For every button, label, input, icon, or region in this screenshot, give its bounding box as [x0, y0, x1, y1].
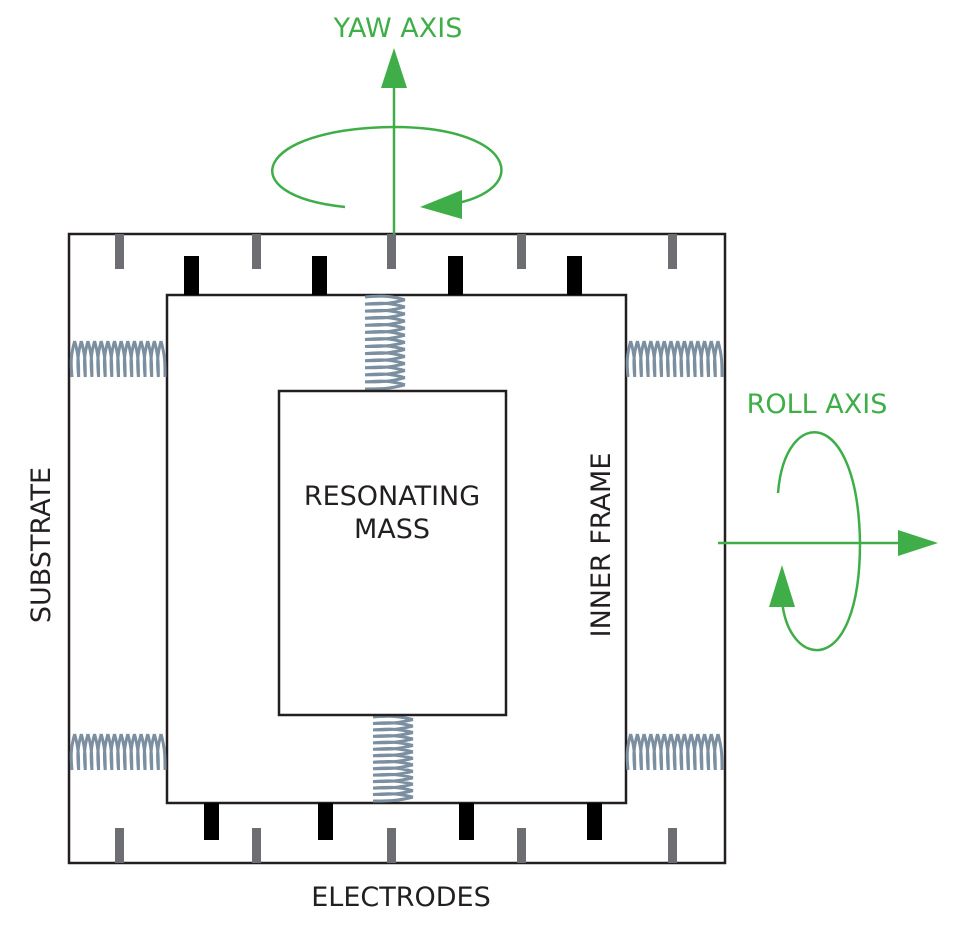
- substrate-springs: [69, 340, 724, 771]
- inner-frame-electrodes-top: [184, 256, 582, 295]
- yaw-rotation-arrowhead: [420, 190, 462, 219]
- roll-rotation-arrowhead: [769, 565, 795, 607]
- inner-frame-electrode: [567, 256, 582, 295]
- substrate-electrode: [387, 234, 396, 269]
- yaw-axis: [271, 48, 503, 234]
- roll-axis: [718, 430, 938, 652]
- coil-spring: [625, 340, 724, 378]
- coil-spring: [69, 340, 167, 378]
- inner-frame-electrode: [312, 256, 327, 295]
- yaw-axis-label: YAW AXIS: [333, 13, 463, 44]
- inner-frame-electrode: [184, 256, 199, 295]
- mass-springs: [364, 294, 414, 803]
- inner-frame-electrode: [587, 803, 602, 840]
- coil-spring: [69, 733, 167, 771]
- substrate-electrode: [252, 828, 261, 863]
- inner-frame-label: INNER FRAME: [586, 453, 617, 638]
- roll-axis-label: ROLL AXIS: [747, 389, 888, 420]
- substrate-electrode: [115, 234, 124, 269]
- yaw-axis-arrowhead: [381, 48, 407, 88]
- substrate-electrodes-bottom: [115, 828, 677, 863]
- coil-spring: [364, 294, 406, 391]
- inner-frame-electrode: [204, 803, 219, 840]
- coil-spring: [625, 733, 724, 771]
- substrate-electrode: [517, 828, 526, 863]
- electrodes-label: ELECTRODES: [311, 882, 491, 913]
- substrate-electrode: [668, 234, 677, 269]
- resonating-mass-label-line2: MASS: [354, 514, 430, 545]
- resonating-mass: [277, 389, 508, 717]
- substrate-label: SUBSTRATE: [26, 467, 57, 623]
- substrate-electrode: [252, 234, 261, 269]
- substrate-electrode: [387, 828, 396, 863]
- resonating-mass-label-line1: RESONATING: [304, 481, 480, 512]
- inner-frame-electrode: [459, 803, 474, 840]
- roll-axis-arrowhead: [898, 530, 938, 556]
- yaw-rotation-arc: [271, 125, 503, 209]
- substrate-electrode: [668, 828, 677, 863]
- inner-frame-electrode: [318, 803, 333, 840]
- substrate-frame: [67, 232, 727, 865]
- roll-rotation-arc: [776, 430, 862, 652]
- coil-spring: [372, 714, 414, 803]
- substrate-electrodes-top: [115, 234, 677, 269]
- inner-frame-electrodes-bottom: [204, 803, 602, 840]
- substrate-electrode: [517, 234, 526, 269]
- substrate-electrode: [115, 828, 124, 863]
- inner-frame-electrode: [448, 256, 463, 295]
